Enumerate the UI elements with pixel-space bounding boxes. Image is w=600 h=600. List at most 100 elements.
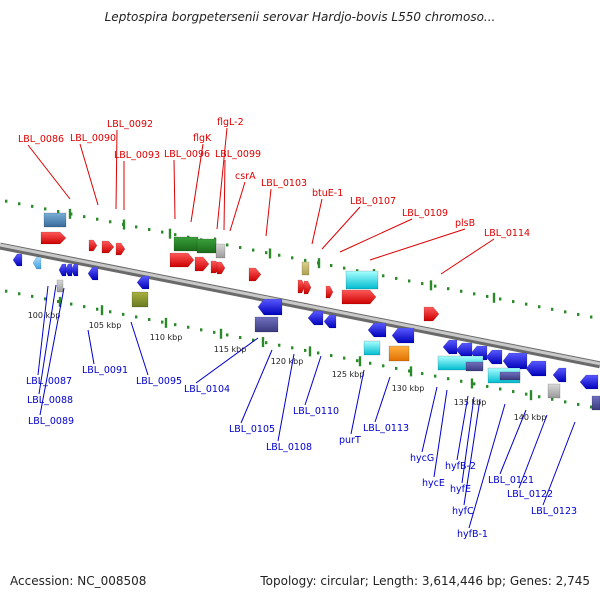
scale-tick-label: 140 kbp (514, 413, 547, 422)
lower-tick-track (460, 379, 463, 383)
major-tick (409, 366, 413, 377)
lower-tick-track (395, 366, 398, 370)
reverse-gene-label: LBL_0087 (26, 376, 72, 387)
lower-tick-track (187, 325, 190, 329)
reverse-leader-line (518, 414, 548, 489)
upper-tick-track (447, 287, 450, 291)
upper-tick-track (18, 202, 21, 206)
lower-tick-track (135, 315, 138, 319)
lower-tick-track (265, 341, 268, 345)
reverse-gene-label: purT (339, 435, 361, 446)
upper-tick-track (265, 251, 268, 255)
reverse-gene-label: LBL_0113 (363, 423, 409, 434)
forward-leader-line (369, 228, 466, 261)
reverse-leader-line (277, 353, 295, 442)
gene-arrow-forward (341, 289, 377, 305)
reverse-gene-label: LBL_0122 (507, 489, 553, 500)
reverse-gene-label: LBL_0104 (184, 384, 230, 395)
gene-box (56, 279, 64, 293)
reverse-leader-line (240, 349, 273, 424)
reverse-gene-label: LBL_0088 (27, 395, 73, 406)
reverse-gene-label: hyfC (452, 506, 474, 517)
major-tick (492, 292, 496, 303)
scale-tick-label: 125 kbp (332, 370, 365, 379)
gene-arrow-reverse (391, 327, 415, 344)
gene-arrow-reverse (64, 263, 73, 277)
lower-tick-track (577, 402, 580, 406)
forward-leader-line (229, 181, 246, 232)
reverse-leader-line (421, 386, 438, 453)
gene-arrow-forward (216, 261, 226, 275)
major-tick (100, 305, 104, 316)
upper-tick-track (330, 264, 333, 268)
upper-tick-track (304, 258, 307, 262)
gene-box (215, 243, 226, 259)
reverse-gene-label: hyfB-1 (457, 529, 488, 540)
reverse-leader-line (37, 285, 49, 376)
forward-leader-line (311, 198, 323, 245)
upper-tick-track (434, 284, 437, 288)
lower-tick-track (70, 302, 73, 306)
reverse-gene-label: hycE (422, 478, 445, 489)
upper-tick-track (174, 233, 177, 237)
gene-arrow-reverse (485, 349, 503, 365)
upper-tick-track (31, 204, 34, 208)
gene-box (301, 261, 310, 276)
scale-tick-label: 120 kbp (271, 357, 304, 366)
reverse-leader-line (195, 337, 259, 384)
reverse-leader-line (542, 421, 576, 506)
gene-box (43, 212, 67, 228)
upper-tick-track (564, 310, 567, 314)
gene-arrow-forward (88, 239, 98, 252)
lower-tick-track (551, 397, 554, 401)
forward-leader-line (265, 188, 272, 237)
upper-tick-track (577, 312, 580, 316)
gene-arrow-reverse (136, 275, 150, 290)
reverse-gene-label: LBL_0105 (229, 424, 275, 435)
forward-leader-line (223, 159, 226, 231)
lower-tick-track (200, 328, 203, 332)
gene-box (196, 238, 217, 254)
major-tick (308, 346, 312, 357)
upper-tick-track (395, 276, 398, 280)
gene-arrow-reverse (367, 322, 387, 338)
upper-tick-track (473, 292, 476, 296)
upper-tick-track (96, 217, 99, 221)
upper-tick-track (590, 315, 593, 319)
forward-gene-label: LBL_0103 (261, 178, 307, 189)
reverse-gene-label: LBL_0123 (531, 506, 577, 517)
lower-tick-track (525, 392, 528, 396)
reverse-gene-label: LBL_0091 (82, 365, 128, 376)
lower-tick-track (317, 351, 320, 355)
upper-tick-track (525, 302, 528, 306)
reverse-gene-label: LBL_0089 (28, 416, 74, 427)
gene-box (131, 291, 149, 308)
lower-tick-track (174, 323, 177, 327)
major-tick (122, 219, 126, 230)
reverse-gene-label: hycG (410, 453, 434, 464)
upper-tick-track (239, 246, 242, 250)
upper-tick-track (382, 274, 385, 278)
upper-tick-track (356, 269, 359, 273)
upper-tick-track (252, 248, 255, 252)
forward-gene-label: LBL_0099 (215, 149, 261, 160)
upper-tick-track (148, 228, 151, 232)
major-tick (268, 248, 272, 259)
gene-arrow-forward (194, 256, 210, 272)
forward-gene-label: btuE-1 (312, 188, 343, 199)
upper-tick-track (408, 279, 411, 283)
major-tick (68, 208, 72, 219)
reverse-gene-label: hyfB-2 (445, 461, 476, 472)
upper-tick-track (57, 209, 60, 213)
gene-arrow-forward (169, 252, 195, 268)
lower-tick-track (304, 348, 307, 352)
scale-tick-label: 110 kbp (150, 333, 183, 342)
forward-leader-line (321, 206, 361, 250)
forward-leader-line (115, 129, 118, 210)
lower-tick-track (369, 361, 372, 365)
gene-arrow-reverse (87, 266, 99, 281)
lower-tick-track (239, 336, 242, 340)
lower-tick-track (278, 343, 281, 347)
accession-text: Accession: NC_008508 (10, 574, 147, 588)
gene-arrow-forward (303, 280, 312, 295)
